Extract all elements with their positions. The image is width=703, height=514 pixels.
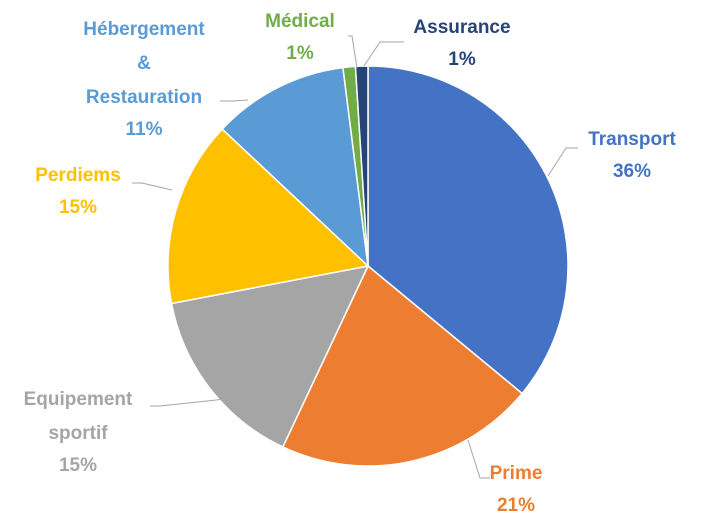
data-label-value: 36% <box>613 161 651 182</box>
leader-line <box>348 35 358 69</box>
data-label-value: 21% <box>497 495 535 514</box>
data-label-name: Prime <box>490 463 543 484</box>
pie-slice <box>281 264 524 467</box>
leader-line <box>467 439 490 479</box>
data-label-name: Equipement sportif <box>24 389 133 444</box>
data-label-name: Transport <box>588 129 676 150</box>
data-label-value: 11% <box>126 119 163 140</box>
data-label-name: Hébergement & Restauration <box>83 19 205 108</box>
pie-slice <box>167 128 370 305</box>
data-label-name: Perdiems <box>35 165 121 186</box>
data-label-value: 15% <box>59 455 97 476</box>
leader-line <box>220 99 249 102</box>
pie-slice <box>221 66 370 268</box>
data-label-value: 1% <box>286 43 314 64</box>
leader-line <box>547 147 578 177</box>
data-label-value: 1% <box>448 49 476 70</box>
data-label-value: 15% <box>59 197 97 218</box>
data-label-name: Médical <box>265 11 335 32</box>
leader-line <box>132 182 173 191</box>
pie-slice <box>170 264 370 448</box>
pie-slice <box>367 65 569 395</box>
data-label-name: Assurance <box>413 17 510 38</box>
leader-line <box>150 393 273 407</box>
leader-line <box>363 41 404 67</box>
pie-slice <box>354 65 369 267</box>
